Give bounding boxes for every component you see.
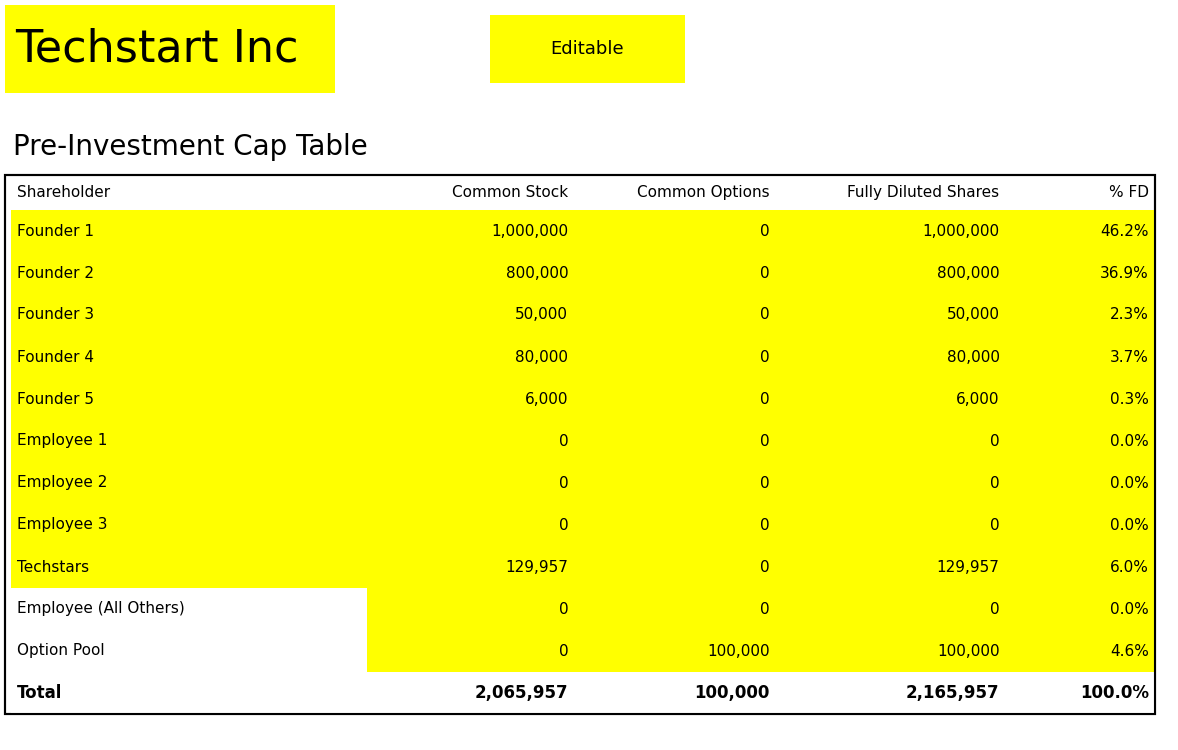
Text: Founder 5: Founder 5 bbox=[16, 392, 94, 406]
Text: Employee 3: Employee 3 bbox=[16, 518, 107, 532]
Text: 0: 0 bbox=[760, 602, 769, 616]
Text: 0: 0 bbox=[760, 224, 769, 238]
Text: Total: Total bbox=[16, 684, 62, 702]
Text: 100,000: 100,000 bbox=[707, 644, 769, 658]
Text: Employee (All Others): Employee (All Others) bbox=[16, 602, 185, 616]
Text: 0: 0 bbox=[558, 518, 568, 532]
Text: 80,000: 80,000 bbox=[946, 350, 999, 364]
Text: 1,000,000: 1,000,000 bbox=[491, 224, 568, 238]
Text: Founder 1: Founder 1 bbox=[16, 224, 94, 238]
Text: 46.2%: 46.2% bbox=[1100, 224, 1149, 238]
Text: 0: 0 bbox=[760, 560, 769, 574]
Text: Shareholder: Shareholder bbox=[16, 185, 110, 200]
Text: Fully Diluted Shares: Fully Diluted Shares bbox=[847, 185, 999, 200]
Text: 3.7%: 3.7% bbox=[1110, 350, 1149, 364]
Text: 800,000: 800,000 bbox=[937, 266, 999, 280]
Text: 36.9%: 36.9% bbox=[1100, 266, 1149, 280]
Text: Employee 2: Employee 2 bbox=[16, 476, 107, 490]
Text: 100,000: 100,000 bbox=[937, 644, 999, 658]
Text: 0: 0 bbox=[760, 518, 769, 532]
Text: Editable: Editable bbox=[550, 40, 624, 58]
Text: 0.0%: 0.0% bbox=[1110, 433, 1149, 448]
Text: Pre-Investment Cap Table: Pre-Investment Cap Table bbox=[13, 133, 368, 161]
Text: 6.0%: 6.0% bbox=[1110, 560, 1149, 574]
Text: 0: 0 bbox=[760, 350, 769, 364]
Text: 0: 0 bbox=[760, 266, 769, 280]
Text: 100,000: 100,000 bbox=[694, 684, 769, 702]
Text: Employee 1: Employee 1 bbox=[16, 433, 107, 448]
Text: 0: 0 bbox=[990, 433, 999, 448]
Text: 129,957: 129,957 bbox=[505, 560, 568, 574]
Text: Founder 4: Founder 4 bbox=[16, 350, 94, 364]
Text: 0.0%: 0.0% bbox=[1110, 518, 1149, 532]
Text: 2,165,957: 2,165,957 bbox=[906, 684, 999, 702]
Text: 80,000: 80,000 bbox=[515, 350, 568, 364]
Text: 0: 0 bbox=[558, 433, 568, 448]
Text: 2.3%: 2.3% bbox=[1110, 308, 1149, 322]
Text: Founder 3: Founder 3 bbox=[16, 308, 94, 322]
Text: 0: 0 bbox=[760, 308, 769, 322]
Text: 0: 0 bbox=[558, 602, 568, 616]
Text: Techstart Inc: Techstart Inc bbox=[15, 28, 298, 70]
Text: 0: 0 bbox=[990, 518, 999, 532]
Text: 0.3%: 0.3% bbox=[1110, 392, 1149, 406]
Text: 0: 0 bbox=[760, 476, 769, 490]
Text: Option Pool: Option Pool bbox=[16, 644, 105, 658]
Text: 129,957: 129,957 bbox=[937, 560, 999, 574]
Text: Common Options: Common Options bbox=[637, 185, 769, 200]
Text: 100.0%: 100.0% bbox=[1080, 684, 1149, 702]
Text: Founder 2: Founder 2 bbox=[16, 266, 94, 280]
Text: Techstars: Techstars bbox=[16, 560, 88, 574]
Text: 0: 0 bbox=[760, 433, 769, 448]
Text: 1,000,000: 1,000,000 bbox=[922, 224, 999, 238]
Text: 0.0%: 0.0% bbox=[1110, 602, 1149, 616]
Text: 6,000: 6,000 bbox=[957, 392, 999, 406]
Text: 800,000: 800,000 bbox=[505, 266, 568, 280]
Text: 0: 0 bbox=[760, 392, 769, 406]
Text: 0.0%: 0.0% bbox=[1110, 476, 1149, 490]
Text: 50,000: 50,000 bbox=[946, 308, 999, 322]
Text: % FD: % FD bbox=[1108, 185, 1149, 200]
Text: 2,065,957: 2,065,957 bbox=[475, 684, 568, 702]
Text: 0: 0 bbox=[990, 602, 999, 616]
Text: 0: 0 bbox=[558, 644, 568, 658]
Text: 0: 0 bbox=[990, 476, 999, 490]
Text: Common Stock: Common Stock bbox=[452, 185, 568, 200]
Text: 50,000: 50,000 bbox=[515, 308, 568, 322]
Text: 0: 0 bbox=[558, 476, 568, 490]
Text: 4.6%: 4.6% bbox=[1110, 644, 1149, 658]
Text: 6,000: 6,000 bbox=[524, 392, 568, 406]
